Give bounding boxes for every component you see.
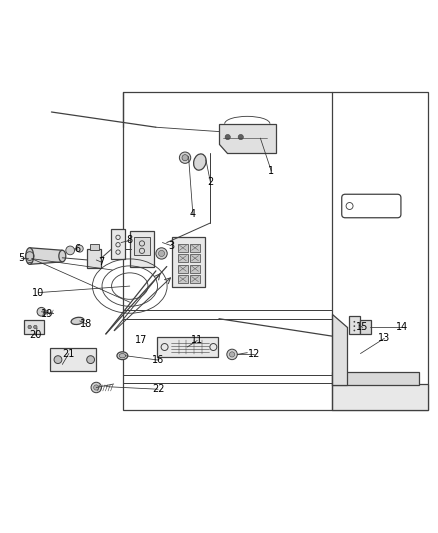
Circle shape [227, 349, 237, 360]
Text: 19: 19 [41, 309, 53, 319]
FancyBboxPatch shape [360, 320, 371, 334]
FancyBboxPatch shape [190, 244, 200, 252]
FancyBboxPatch shape [178, 244, 187, 252]
Text: 2: 2 [207, 176, 213, 187]
Text: 22: 22 [152, 384, 164, 394]
Ellipse shape [194, 154, 206, 170]
Text: 13: 13 [378, 333, 391, 343]
Text: 15: 15 [357, 322, 369, 333]
Text: 14: 14 [396, 322, 408, 333]
Ellipse shape [119, 353, 126, 358]
FancyBboxPatch shape [349, 316, 360, 334]
Circle shape [225, 134, 230, 140]
FancyBboxPatch shape [111, 229, 125, 259]
Ellipse shape [26, 248, 34, 264]
Circle shape [94, 385, 99, 390]
FancyBboxPatch shape [190, 275, 200, 283]
FancyBboxPatch shape [178, 275, 187, 283]
Text: 3: 3 [168, 240, 174, 251]
Circle shape [87, 356, 95, 364]
FancyBboxPatch shape [172, 237, 205, 287]
Circle shape [66, 246, 74, 255]
Circle shape [37, 308, 46, 316]
Circle shape [54, 356, 62, 364]
Circle shape [238, 134, 244, 140]
Polygon shape [332, 372, 419, 385]
Circle shape [91, 382, 102, 393]
Circle shape [353, 329, 355, 332]
Text: 11: 11 [191, 335, 203, 345]
Circle shape [34, 325, 37, 329]
Text: 1: 1 [268, 166, 274, 176]
FancyBboxPatch shape [90, 244, 99, 251]
Ellipse shape [117, 352, 128, 360]
Circle shape [76, 245, 83, 252]
Circle shape [28, 325, 32, 329]
Text: 7: 7 [99, 257, 105, 267]
Ellipse shape [71, 317, 84, 325]
Text: 6: 6 [74, 244, 81, 254]
Circle shape [180, 152, 191, 163]
FancyBboxPatch shape [178, 254, 187, 262]
FancyBboxPatch shape [87, 249, 102, 268]
Circle shape [353, 325, 355, 327]
FancyBboxPatch shape [190, 254, 200, 262]
Text: 12: 12 [247, 349, 260, 359]
FancyBboxPatch shape [178, 265, 187, 272]
Circle shape [159, 251, 165, 256]
Polygon shape [30, 248, 62, 264]
Text: 18: 18 [80, 319, 92, 329]
Circle shape [156, 248, 167, 259]
Text: 17: 17 [134, 335, 147, 345]
Circle shape [182, 155, 188, 161]
FancyBboxPatch shape [190, 265, 200, 272]
Text: 20: 20 [29, 330, 42, 340]
Polygon shape [332, 314, 347, 385]
Circle shape [353, 321, 355, 322]
Text: 10: 10 [32, 288, 45, 297]
FancyBboxPatch shape [157, 337, 218, 357]
FancyBboxPatch shape [130, 231, 154, 268]
Polygon shape [219, 124, 276, 154]
Circle shape [230, 352, 235, 357]
Ellipse shape [59, 251, 66, 262]
FancyBboxPatch shape [50, 348, 96, 372]
Text: 21: 21 [63, 349, 75, 359]
Text: 5: 5 [18, 253, 24, 263]
Text: 4: 4 [190, 209, 196, 219]
FancyBboxPatch shape [25, 320, 44, 334]
Text: 8: 8 [127, 236, 133, 245]
FancyBboxPatch shape [134, 237, 150, 255]
FancyBboxPatch shape [332, 384, 428, 410]
Text: 16: 16 [152, 355, 164, 365]
